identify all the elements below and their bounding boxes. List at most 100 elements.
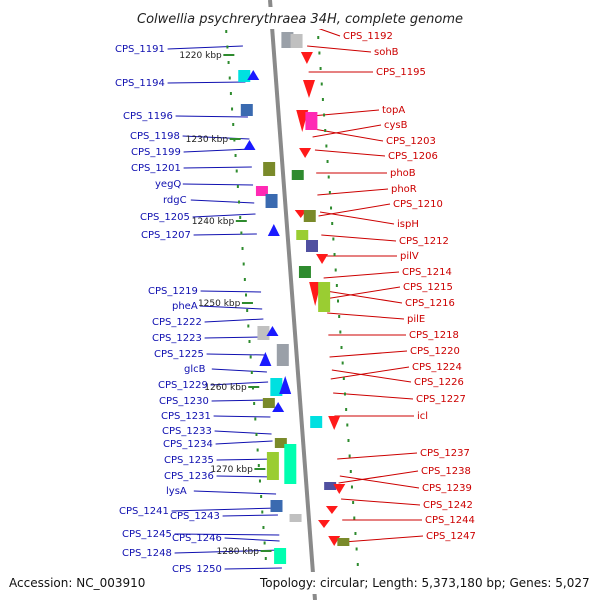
left-gene-label[interactable]: CPS_1241 (119, 506, 169, 517)
left-gene-label[interactable]: CPS_1196 (123, 111, 173, 122)
tick-left (257, 464, 260, 467)
scale-label: 1220 kbp (179, 51, 222, 61)
left-gene-label[interactable]: yegQ (155, 179, 181, 190)
right-gene-label[interactable]: CPS_1218 (409, 330, 459, 341)
left-gene-label[interactable]: CPS_1250 (172, 564, 222, 575)
tick-left (238, 200, 241, 204)
right-gene-label[interactable]: CPS_1212 (399, 236, 449, 247)
right-gene-label[interactable]: CPS_1210 (393, 199, 443, 210)
right-gene-labels[interactable]: CPS_1192 sohB CPS_1195 topA cysB CPS_1203 CPS_… (343, 31, 476, 542)
right-connector (314, 149, 386, 157)
left-connector (175, 115, 248, 118)
left-gene-label[interactable]: CPS_1233 (162, 426, 212, 437)
left-gene-label[interactable]: CPS_1191 (115, 44, 165, 55)
right-gene-label[interactable]: topA (382, 105, 405, 116)
right-connector (331, 369, 412, 383)
left-gene-label[interactable]: CPS_1223 (152, 333, 202, 344)
left-gene-label[interactable]: CPS_1219 (148, 286, 198, 297)
left-gene-label[interactable]: CPS_1198 (130, 131, 180, 142)
gene-arrow (272, 402, 285, 412)
left-connector (167, 81, 246, 84)
right-gene-label[interactable]: CPS_1215 (403, 282, 453, 293)
right-gene-label[interactable]: cysB (384, 120, 408, 131)
right-connector (338, 470, 419, 484)
left-gene-label[interactable]: glcB (184, 364, 206, 375)
right-gene-label[interactable]: CPS_1192 (343, 31, 393, 42)
left-connector (183, 148, 251, 153)
gene-feature (289, 514, 302, 522)
right-gene-label[interactable]: CPS_1195 (376, 67, 426, 78)
tick-right (349, 470, 352, 473)
left-gene-label[interactable]: CPS_1236 (164, 471, 214, 482)
left-gene-label[interactable]: CPS_1205 (140, 212, 190, 223)
left-gene-label[interactable]: CPS_1225 (154, 349, 204, 360)
left-connector (190, 199, 255, 204)
gene-feature (303, 210, 316, 222)
right-gene-label[interactable]: CPS_1224 (412, 362, 462, 373)
right-gene-label[interactable]: sohB (374, 47, 399, 58)
gene-arrow (333, 484, 346, 494)
right-gene-label[interactable]: CPS_1237 (420, 448, 470, 459)
tick-left (263, 541, 266, 545)
right-gene-label[interactable]: CPS_1203 (386, 136, 436, 147)
right-gene-label[interactable]: CPS_1238 (421, 466, 471, 477)
tick-left (228, 76, 231, 80)
tick-right (320, 82, 323, 86)
right-gene-label[interactable]: CPS_1216 (405, 298, 455, 309)
left-gene-label[interactable]: CPS_1199 (131, 147, 181, 158)
left-gene-label[interactable]: pheA (172, 301, 198, 312)
left-gene-label[interactable]: CPS_1229 (158, 380, 208, 391)
gene-feature (281, 32, 294, 48)
map-title: Colwellia psychrerythraea 34H, complete … (137, 12, 463, 27)
tick-right (347, 439, 350, 442)
left-connector (224, 537, 280, 542)
tick-left (261, 510, 264, 514)
tick-left (232, 123, 235, 126)
left-gene-label[interactable]: CPS_1235 (164, 455, 214, 466)
right-gene-label[interactable]: phoB (390, 168, 416, 179)
left-gene-label[interactable]: lysA (166, 486, 187, 497)
scale-label: 1230 kbp (186, 135, 229, 145)
left-gene-label[interactable]: CPS_1201 (131, 163, 181, 174)
tick-right (321, 98, 324, 101)
right-gene-label[interactable]: phoR (391, 184, 417, 195)
right-gene-label[interactable]: CPS_1247 (426, 531, 476, 542)
gene-feature (238, 70, 251, 82)
tick-right (352, 501, 355, 504)
right-gene-label[interactable]: CPS_1242 (423, 500, 473, 511)
left-gene-label[interactable]: CPS_1230 (159, 396, 209, 407)
left-gene-label[interactable]: CPS_1194 (115, 78, 165, 89)
left-gene-label[interactable]: CPS_1207 (141, 230, 191, 241)
left-gene-label[interactable]: CPS_1245 (122, 529, 172, 540)
right-gene-label[interactable]: pilV (400, 251, 419, 262)
tick-right (324, 129, 327, 132)
left-gene-label[interactable]: CPS_1246 (172, 533, 222, 544)
left-gene-label[interactable]: CPS_1222 (152, 317, 202, 328)
right-gene-label[interactable]: CPS_1239 (422, 483, 472, 494)
right-gene-label[interactable]: icl (417, 411, 428, 422)
tick-right (348, 454, 351, 458)
tick-right (355, 547, 358, 551)
right-connector (327, 312, 405, 320)
right-gene-label[interactable]: CPS_1227 (416, 394, 466, 405)
right-gene-label[interactable]: CPS_1220 (410, 346, 460, 357)
tick-left (264, 557, 267, 560)
right-gene-label[interactable]: CPS_1244 (425, 515, 475, 526)
left-gene-label[interactable]: CPS_1243 (170, 511, 220, 522)
right-connector (311, 109, 380, 117)
right-gene-label[interactable]: ispH (397, 219, 419, 230)
gene-feature (276, 344, 289, 366)
right-gene-label[interactable]: CPS_1226 (414, 377, 464, 388)
left-gene-label[interactable]: CPS_1248 (122, 548, 172, 559)
left-gene-labels[interactable]: CPS_1191 CPS_1194 CPS_1196 CPS_1198 CPS_1199… (115, 44, 222, 589)
right-gene-label[interactable]: CPS_1206 (388, 151, 438, 162)
gene-feature (274, 438, 287, 448)
gene-arrow (303, 80, 315, 98)
right-gene-label[interactable]: pilE (407, 314, 425, 325)
gene-arrow (299, 148, 312, 158)
right-gene-label[interactable]: CPS_1214 (402, 267, 452, 278)
tick-right (325, 144, 328, 148)
left-gene-label[interactable]: CPS_1234 (163, 439, 213, 450)
left-gene-label[interactable]: CPS_1231 (161, 411, 211, 422)
left-gene-label[interactable]: rdgC (163, 195, 187, 206)
